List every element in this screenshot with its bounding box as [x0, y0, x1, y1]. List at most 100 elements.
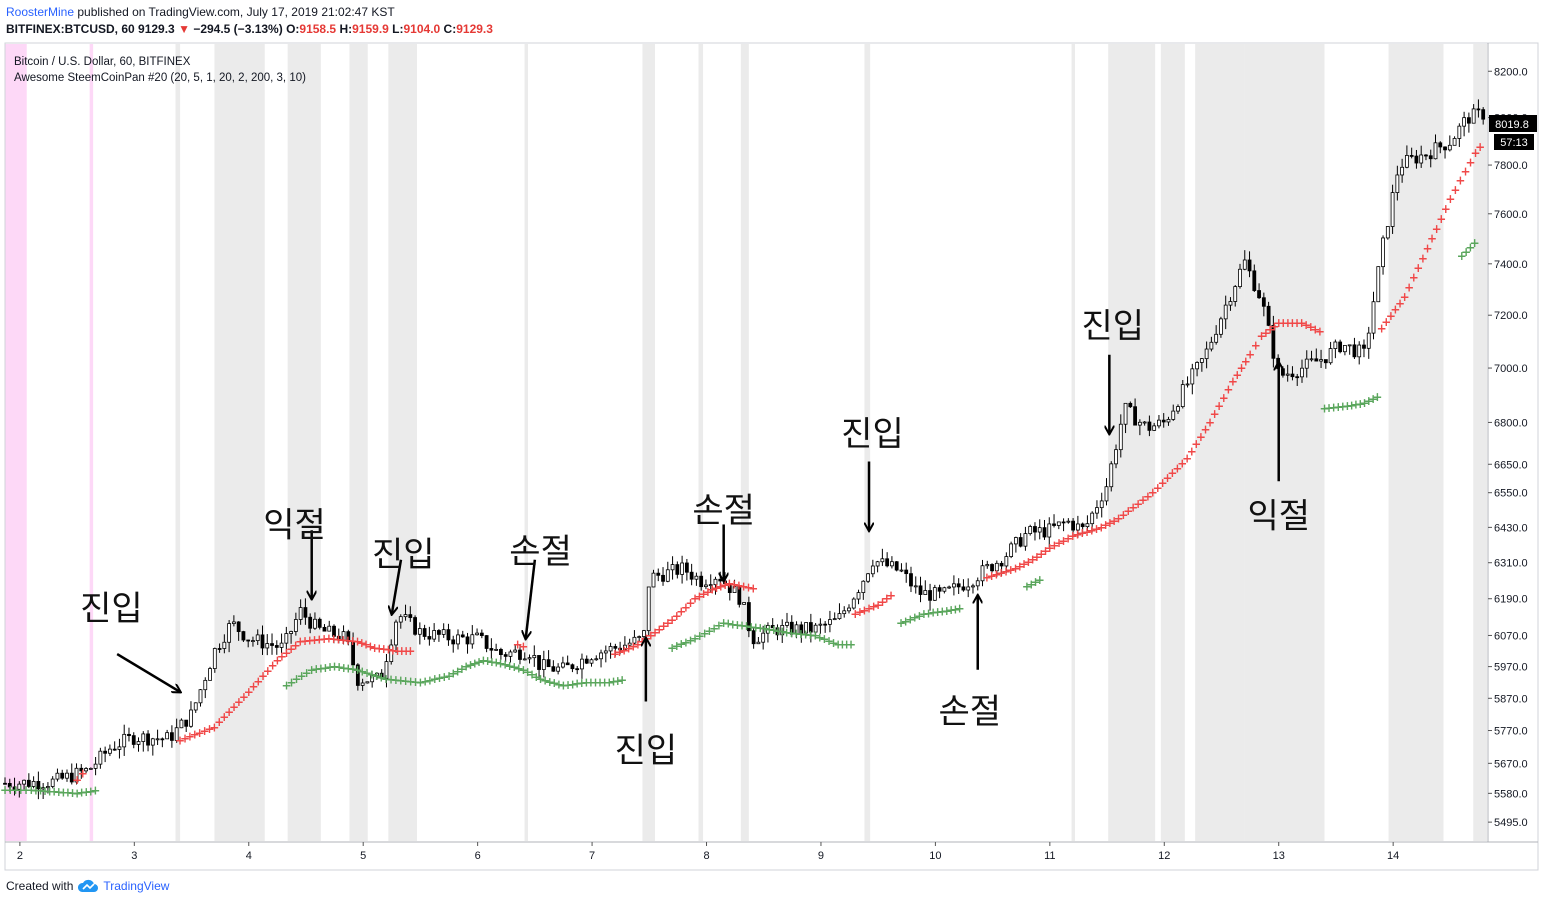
up-marker: +	[536, 672, 546, 686]
up-marker: +	[330, 660, 340, 674]
up-marker: +	[491, 656, 501, 670]
candle-down	[570, 664, 575, 670]
candle-up	[522, 658, 527, 661]
candle-up	[694, 575, 699, 580]
candle-down	[999, 562, 1004, 567]
up-marker: +	[320, 661, 330, 675]
down-marker: +	[624, 641, 634, 655]
candle-up	[22, 779, 26, 785]
up-marker: +	[786, 626, 796, 640]
candle-down	[332, 625, 336, 637]
down-marker: +	[877, 595, 887, 609]
annotation-label: 진입	[372, 535, 435, 575]
candle-down	[1080, 523, 1085, 528]
down-marker: +	[1219, 391, 1229, 405]
down-marker: +	[1182, 452, 1192, 466]
candle-up	[589, 659, 594, 664]
down-marker: +	[1019, 557, 1029, 571]
candle-down	[1443, 146, 1447, 151]
candle-up	[417, 628, 422, 635]
candle-up	[1381, 237, 1385, 268]
down-marker: +	[886, 589, 896, 603]
up-marker: +	[0, 783, 10, 797]
candle-down	[322, 626, 327, 632]
up-marker: +	[448, 667, 458, 681]
author-link[interactable]: RoosterMine	[6, 5, 75, 19]
candle-up	[1366, 332, 1371, 349]
up-marker: +	[773, 624, 783, 638]
candle-up	[174, 727, 179, 741]
down-marker: +	[1177, 456, 1187, 470]
up-marker: +	[714, 619, 724, 633]
up-marker: +	[425, 673, 435, 687]
down-marker: +	[1287, 316, 1297, 330]
down-marker: +	[1455, 174, 1465, 188]
publish-line: RoosterMine published on TradingView.com…	[6, 4, 493, 21]
down-marker: +	[200, 724, 210, 738]
up-marker: +	[833, 638, 843, 652]
candle-up	[1223, 304, 1228, 320]
candle-up	[818, 623, 823, 626]
up-marker: +	[942, 604, 952, 618]
candle-down	[546, 659, 551, 668]
candle-up	[1333, 341, 1338, 349]
down-marker: +	[357, 636, 367, 650]
created-with-text: Created with	[6, 879, 74, 893]
up-marker: +	[919, 607, 929, 621]
candle-up	[680, 562, 685, 575]
y-tick-label: 6800.0	[1494, 417, 1528, 429]
down-marker: +	[361, 638, 371, 652]
indicator-title[interactable]: Awesome SteemCoinPan #20 (20, 5, 1, 20, …	[14, 72, 306, 84]
up-marker: +	[558, 679, 568, 693]
up-marker: +	[410, 675, 420, 689]
up-marker: +	[769, 623, 779, 637]
annotation-label: 손절	[509, 532, 572, 572]
candle-up	[165, 732, 170, 740]
down-triangle-icon: ▼	[178, 22, 190, 36]
candle-down	[3, 782, 7, 785]
up-marker: +	[810, 628, 820, 642]
down-marker: +	[654, 622, 664, 636]
up-marker: +	[760, 622, 770, 636]
candle-up	[847, 607, 851, 612]
session-shade-8	[642, 44, 656, 841]
candle-down	[422, 628, 427, 637]
down-marker: +	[268, 659, 278, 673]
tradingview-link[interactable]: TradingView	[103, 879, 170, 893]
candle-up	[1114, 449, 1118, 465]
series-title[interactable]: Bitcoin / U.S. Dollar, 60, BITFINEX	[14, 56, 191, 68]
candle-down	[246, 639, 251, 642]
down-marker: +	[991, 568, 1001, 582]
candle-up	[608, 646, 613, 652]
annotation-label: 진입	[841, 414, 904, 454]
candle-up	[556, 666, 561, 672]
up-marker: +	[401, 674, 411, 688]
down-marker: +	[1381, 315, 1391, 329]
down-marker: +	[513, 638, 523, 652]
down-marker: +	[850, 607, 860, 621]
annotation-label: 진입	[80, 589, 143, 629]
candle-up	[341, 631, 346, 641]
candle-down	[160, 738, 165, 741]
down-marker: +	[1427, 232, 1437, 246]
candle-up	[766, 625, 770, 634]
candle-up	[84, 768, 88, 772]
candle-down	[1362, 344, 1366, 349]
candle-up	[1028, 526, 1033, 535]
down-marker: +	[1395, 296, 1405, 310]
close-value: 9129.3	[456, 22, 493, 36]
candle-up	[899, 569, 904, 572]
candle-down	[1424, 154, 1428, 157]
down-marker: +	[1006, 563, 1016, 577]
up-marker: +	[1022, 580, 1032, 594]
candle-down	[775, 627, 780, 636]
down-marker: +	[996, 566, 1006, 580]
annotation-label: 손절	[692, 491, 755, 531]
candle-down	[413, 617, 417, 635]
y-tick-label: 5580.0	[1494, 788, 1528, 800]
candle-up	[365, 681, 370, 684]
candle-up	[980, 565, 985, 582]
down-marker: +	[1251, 338, 1261, 352]
down-marker: +	[1118, 508, 1128, 522]
